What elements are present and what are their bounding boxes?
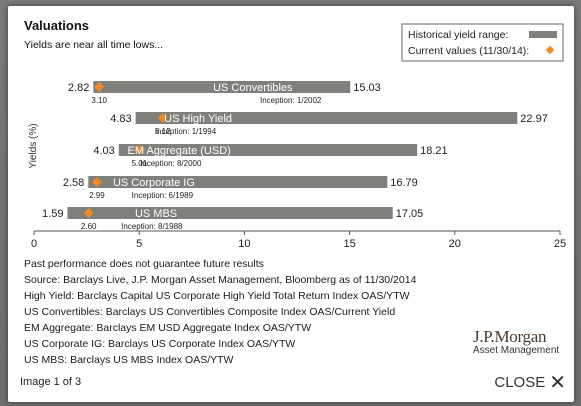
- range-bar: [135, 112, 518, 124]
- max-value-label: 15.03: [353, 82, 381, 94]
- range-bar: [118, 144, 418, 156]
- close-button[interactable]: CLOSE ✕: [494, 371, 566, 394]
- image-lightbox-modal: Valuations Yields are near all time lows…: [8, 6, 574, 402]
- logo-subtitle: Asset Management: [473, 345, 560, 356]
- min-value-label: 2.58: [63, 177, 84, 189]
- inception-label: Inception: 8/2000: [140, 159, 202, 168]
- note-line: High Yield: Barclays Capital US Corporat…: [24, 290, 410, 302]
- chart-bars: 2.82 15.03 3.10 US Convertibles Inception: 1…: [42, 81, 548, 231]
- series-row: 1.59 17.05 2.60 US MBS Inception: 8/1988: [42, 207, 423, 231]
- inception-label: Inception: 1/2002: [260, 96, 322, 105]
- x-tick-label: 20: [449, 238, 461, 250]
- series-row: 4.03 18.21 5.01 EM Aggregate (USD) Inception…: [93, 144, 448, 168]
- x-tick-label: 10: [238, 238, 250, 250]
- close-icon: ✕: [549, 371, 566, 394]
- inception-label: Inception: 8/1988: [121, 222, 183, 231]
- current-value-marker: [134, 145, 145, 155]
- legend-current-label: Current values (11/30/14):: [408, 45, 529, 57]
- x-tick-label: 5: [136, 238, 142, 250]
- series-name-label: EM Aggregate (USD): [128, 145, 231, 157]
- inception-label: Inception: 1/1994: [155, 127, 217, 136]
- current-value-label: 5.01: [132, 159, 148, 168]
- current-value-label: 2.60: [81, 222, 97, 231]
- x-tick-label: 0: [31, 238, 37, 250]
- note-line: Source: Barclays Live, J.P. Morgan Asset…: [24, 274, 417, 286]
- max-value-label: 18.21: [420, 145, 448, 157]
- current-value-marker: [83, 208, 94, 218]
- range-bar: [88, 176, 388, 188]
- legend-box: [401, 23, 564, 62]
- series-row: 4.83 22.97 6.12 US High Yield Inception: 1/1…: [110, 112, 548, 136]
- series-row: 2.82 15.03 3.10 US Convertibles Inception: 1…: [68, 81, 381, 105]
- current-value-marker: [157, 113, 168, 123]
- min-value-label: 4.03: [93, 145, 114, 157]
- chart-subtitle: Yields are near all time lows...: [24, 39, 163, 51]
- max-value-label: 16.79: [390, 177, 418, 189]
- note-line: EM Aggregate: Barclays EM USD Aggregate …: [24, 322, 312, 334]
- chart-notes: Past performance does not guarantee futu…: [24, 256, 544, 368]
- series-name-label: US MBS: [135, 208, 177, 220]
- x-tick-label: 25: [554, 238, 566, 250]
- note-line: Past performance does not guarantee futu…: [24, 258, 264, 270]
- range-bar: [67, 207, 393, 219]
- current-value-marker: [91, 177, 102, 187]
- min-value-label: 1.59: [42, 208, 63, 220]
- current-value-label: 2.99: [89, 191, 105, 200]
- close-label: CLOSE: [494, 374, 546, 391]
- x-axis: 0 5 10 15 20 25: [31, 230, 566, 250]
- legend-range-label: Historical yield range:: [408, 29, 508, 41]
- series-name-label: US Convertibles: [213, 82, 293, 94]
- chart-legend: Historical yield range: Current values (…: [401, 23, 564, 62]
- valuations-chart: Valuations Yields are near all time lows…: [24, 18, 566, 250]
- note-line: US Corporate IG: Barclays US Corporate I…: [24, 338, 296, 350]
- logo-name: J.P.Morgan: [473, 327, 547, 346]
- image-pager: Image 1 of 3: [20, 376, 82, 388]
- note-line: US Convertibles: Barclays US Convertible…: [24, 306, 396, 318]
- series-row: 2.58 16.79 2.99 US Corporate IG Inception: 6…: [63, 176, 418, 200]
- series-name-label: US High Yield: [164, 113, 232, 125]
- legend-range-swatch: [529, 31, 557, 38]
- min-value-label: 2.82: [68, 82, 89, 94]
- max-value-label: 22.97: [520, 113, 548, 125]
- max-value-label: 17.05: [396, 208, 424, 220]
- current-value-marker: [94, 82, 105, 92]
- current-value-label: 3.10: [91, 96, 107, 105]
- y-axis-label: Yields (%): [28, 123, 39, 168]
- inception-label: Inception: 6/1989: [132, 191, 194, 200]
- range-bar: [93, 81, 351, 93]
- series-name-label: US Corporate IG: [113, 177, 195, 189]
- current-value-label: 6.12: [155, 127, 171, 136]
- chart-title: Valuations: [24, 18, 89, 33]
- note-line: US MBS: Barclays US MBS Index OAS/YTW: [24, 354, 234, 366]
- x-tick-label: 15: [343, 238, 355, 250]
- min-value-label: 4.83: [110, 113, 131, 125]
- jpmorgan-logo: J.P.Morgan Asset Management: [473, 327, 559, 356]
